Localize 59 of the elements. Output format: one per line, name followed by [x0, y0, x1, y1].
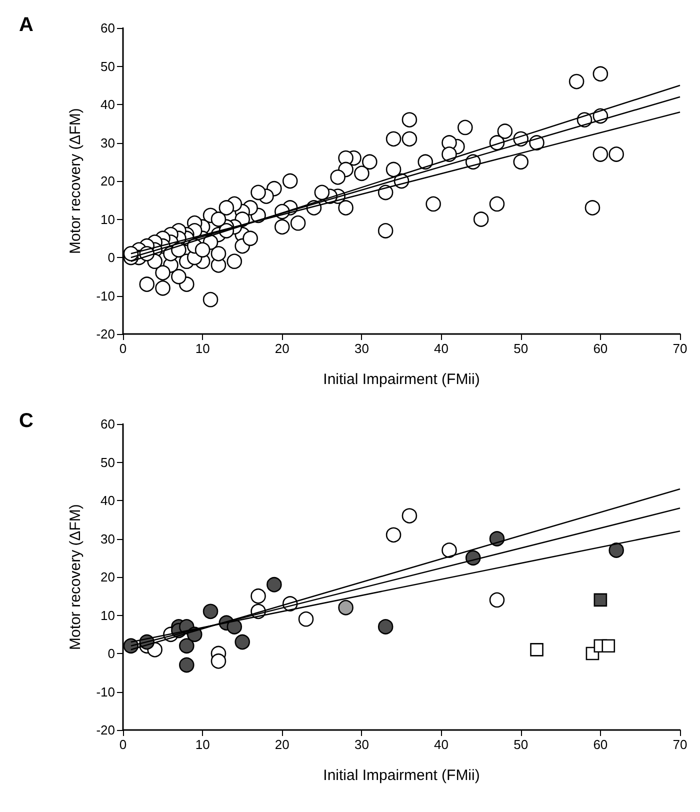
y-tick-label: 40: [100, 97, 115, 112]
point: [378, 619, 394, 634]
y-tick-label: 50: [100, 454, 115, 470]
y-tick-label: 10: [100, 608, 115, 623]
point: [442, 542, 457, 558]
point: [608, 542, 624, 558]
y-tick-label: 30: [100, 531, 115, 546]
point: [298, 611, 314, 627]
x-axis-title: Initial Impairment (FMii): [323, 767, 480, 784]
x-tick-label: 20: [274, 737, 290, 752]
x-tick-label: 30: [354, 341, 369, 356]
y-tick-label: 20: [100, 174, 115, 188]
x-tick-label: 70: [672, 737, 688, 752]
x-tick-label: 10: [195, 341, 210, 356]
point: [489, 592, 505, 608]
y-tick-label: 60: [100, 20, 115, 36]
x-tick-label: 50: [514, 737, 528, 752]
y-tick-label: -20: [96, 326, 115, 342]
point: [386, 527, 402, 543]
y-tick-label: 30: [100, 135, 115, 150]
x-tick-label: 30: [354, 737, 369, 752]
x-tick-label: 0: [119, 737, 127, 752]
point: [602, 639, 616, 652]
y-tick-label: 0: [108, 646, 115, 661]
y-tick-label: 10: [100, 212, 115, 227]
point: [338, 600, 354, 616]
point: [202, 604, 218, 620]
y-tick-label: 0: [108, 250, 115, 265]
x-tick-label: 40: [434, 737, 449, 752]
point: [250, 588, 266, 604]
point: [234, 634, 250, 650]
point: [402, 508, 418, 524]
point: [489, 531, 505, 546]
point: [210, 654, 226, 669]
point: [179, 657, 194, 673]
x-tick-label: 60: [593, 341, 608, 356]
y-tick-label: -20: [96, 722, 115, 738]
x-tick-label: 50: [514, 341, 528, 356]
chart-title: A: [19, 14, 34, 36]
y-axis-title: Motor recovery (ΔFM): [67, 108, 84, 254]
y-tick-label: 20: [100, 570, 115, 584]
chart-title: C: [19, 410, 34, 432]
point: [530, 643, 544, 656]
point: [266, 577, 282, 592]
y-tick-label: -10: [96, 288, 115, 304]
y-tick-label: 50: [100, 58, 115, 74]
x-tick-label: 40: [434, 341, 449, 356]
point: [594, 593, 608, 607]
y-tick-label: 40: [100, 493, 115, 508]
y-axis-title: Motor recovery (ΔFM): [67, 504, 84, 650]
x-tick-label: 0: [119, 341, 127, 356]
x-tick-label: 20: [274, 341, 290, 356]
x-axis-title: Initial Impairment (FMii): [323, 371, 480, 388]
point: [179, 638, 194, 654]
x-tick-label: 10: [195, 737, 210, 752]
x-tick-label: 70: [672, 341, 688, 356]
y-tick-label: -10: [96, 684, 115, 700]
x-tick-label: 60: [593, 737, 608, 752]
y-tick-label: 60: [100, 416, 115, 432]
